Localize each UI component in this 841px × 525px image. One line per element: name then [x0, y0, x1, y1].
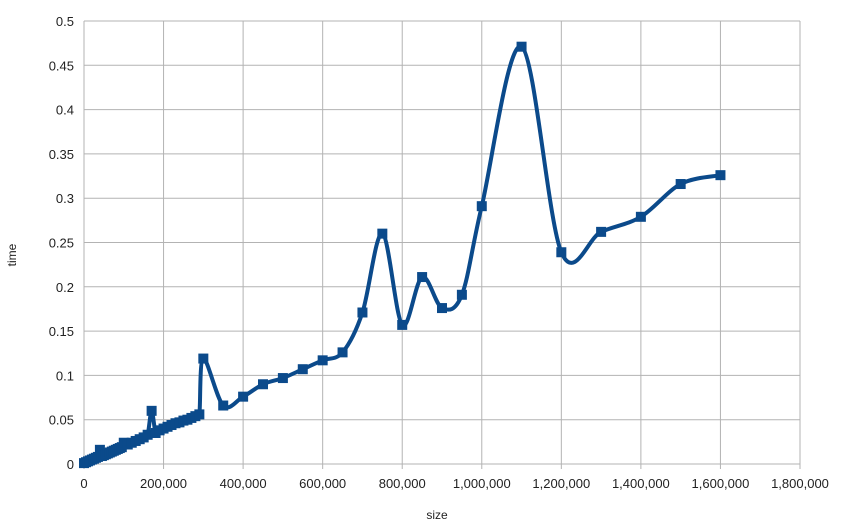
y-tick-label: 0.35	[49, 147, 74, 162]
y-tick-label: 0.1	[56, 368, 74, 383]
data-point-marker	[377, 228, 388, 239]
y-axis-title: time	[5, 243, 19, 266]
data-point-marker	[357, 307, 368, 318]
data-point-marker	[337, 347, 348, 358]
y-tick-label: 0.15	[49, 324, 74, 339]
x-axis-ticks: 0 200,000 400,000 600,000 800,000 1,000,000 1,…	[80, 476, 829, 491]
data-point-marker	[437, 303, 447, 314]
data-point-marker	[556, 247, 567, 258]
data-point-marker	[297, 364, 308, 375]
data-point-marker	[238, 391, 249, 402]
x-tick-label: 800,000	[379, 476, 426, 491]
data-point-marker	[456, 289, 467, 300]
x-axis-title: size	[426, 508, 448, 522]
data-point-marker	[277, 373, 288, 384]
data-point-marker	[675, 179, 686, 190]
data-point-marker	[218, 400, 229, 411]
data-point-marker	[258, 379, 268, 390]
data-point-marker	[596, 226, 607, 237]
x-tick-label: 400,000	[220, 476, 267, 491]
x-tick-label: 0	[80, 476, 87, 491]
x-tick-label: 1,400,000	[612, 476, 670, 491]
x-tick-label: 1,000,000	[453, 476, 511, 491]
y-tick-label: 0.45	[49, 58, 74, 73]
data-point-marker	[516, 41, 527, 52]
y-tick-label: 0.2	[56, 280, 74, 295]
y-tick-label: 0	[67, 457, 74, 472]
data-point-marker	[146, 405, 157, 416]
data-point-marker	[715, 170, 726, 181]
x-tick-label: 1,800,000	[771, 476, 829, 491]
data-point-marker	[194, 409, 205, 420]
x-tick-label: 200,000	[140, 476, 187, 491]
data-point-marker	[635, 211, 646, 222]
data-point-marker	[417, 272, 428, 283]
y-tick-label: 0.25	[49, 236, 74, 251]
data-point-marker	[317, 355, 328, 366]
y-tick-label: 0.3	[56, 191, 74, 206]
y-tick-label: 0.5	[56, 14, 74, 29]
y-tick-label: 0.4	[56, 103, 74, 118]
series-layer	[79, 41, 726, 469]
data-point-marker	[142, 429, 153, 440]
x-tick-label: 600,000	[299, 476, 346, 491]
data-point-marker	[476, 201, 487, 212]
x-tick-label: 1,600,000	[692, 476, 750, 491]
x-tick-label: 1,200,000	[532, 476, 590, 491]
data-point-marker	[198, 353, 209, 364]
data-point-marker	[397, 319, 408, 330]
y-axis-ticks: 0 0.05 0.1 0.15 0.2 0.25 0.3 0.35 0.4 0.45 0.5	[49, 14, 74, 472]
data-point-marker	[94, 444, 105, 455]
grid-lines	[83, 20, 801, 469]
y-tick-label: 0.05	[49, 413, 74, 428]
